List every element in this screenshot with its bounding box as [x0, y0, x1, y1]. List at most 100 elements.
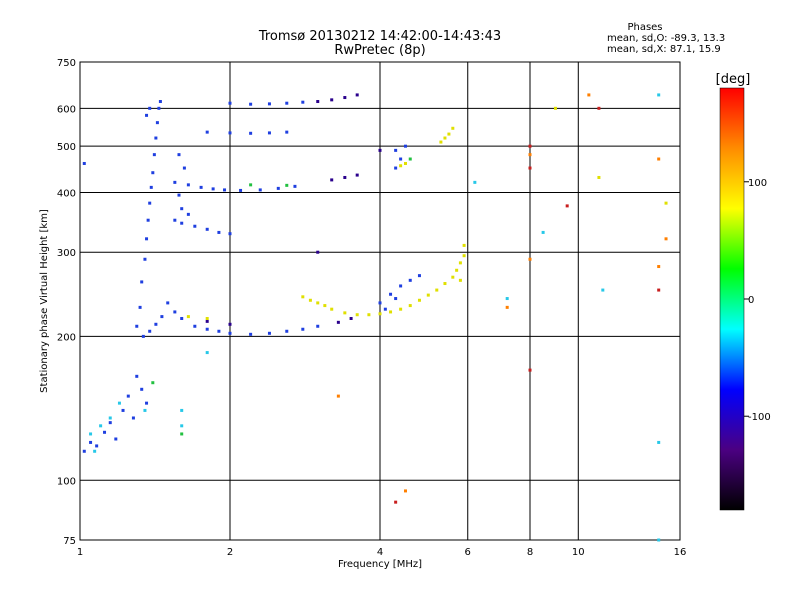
- data-point: [249, 102, 253, 106]
- x-axis-label: Frequency [MHz]: [338, 559, 422, 570]
- data-point: [95, 444, 99, 448]
- data-point: [173, 180, 177, 184]
- data-point: [199, 185, 203, 189]
- data-point: [541, 230, 545, 234]
- data-point: [160, 315, 164, 319]
- data-point: [657, 288, 661, 292]
- colorbar-label: [deg]: [716, 72, 751, 87]
- data-point: [186, 212, 190, 216]
- data-point: [473, 180, 477, 184]
- data-point: [528, 257, 532, 261]
- data-point: [193, 324, 197, 328]
- data-point: [301, 100, 305, 104]
- data-point: [157, 106, 161, 110]
- data-point: [330, 98, 334, 102]
- data-point: [146, 218, 150, 222]
- data-point: [601, 288, 605, 292]
- data-point: [447, 132, 451, 136]
- data-point: [249, 332, 253, 336]
- data-point: [399, 164, 403, 168]
- data-point: [301, 327, 305, 331]
- data-point: [223, 188, 227, 192]
- data-point: [114, 437, 118, 441]
- data-point: [155, 121, 159, 125]
- data-point: [180, 221, 184, 225]
- data-point: [435, 288, 439, 292]
- data-point: [148, 106, 152, 110]
- data-point: [205, 316, 209, 320]
- data-point: [394, 166, 398, 170]
- data-point: [657, 157, 661, 161]
- data-point: [657, 93, 661, 97]
- data-point: [383, 307, 387, 311]
- data-point: [439, 140, 443, 144]
- data-point: [505, 305, 509, 309]
- data-point: [336, 394, 340, 398]
- data-point: [399, 307, 403, 311]
- data-point: [228, 232, 232, 236]
- data-point: [408, 304, 412, 308]
- data-point: [228, 131, 232, 135]
- x-tick-label: 10: [572, 547, 585, 558]
- x-tick-label: 2: [227, 547, 233, 558]
- data-point: [293, 184, 297, 188]
- data-point: [316, 324, 320, 328]
- data-point: [158, 100, 162, 104]
- data-point: [267, 131, 271, 135]
- data-point: [135, 324, 139, 328]
- data-point: [205, 130, 209, 134]
- data-point: [173, 310, 177, 314]
- data-point: [458, 261, 462, 265]
- data-point: [180, 424, 184, 428]
- data-point: [285, 130, 289, 134]
- colorbar-ticks: 100 0 -100: [744, 178, 771, 423]
- data-point: [82, 449, 86, 453]
- data-point: [117, 401, 121, 405]
- data-point: [140, 387, 144, 391]
- data-point: [349, 316, 353, 320]
- data-point: [258, 188, 262, 192]
- x-tick-label: 8: [527, 547, 533, 558]
- data-point: [343, 175, 347, 179]
- data-point: [177, 193, 181, 197]
- data-point: [93, 449, 97, 453]
- phase-stats-o: mean, sd,O: -89.3, 13.3: [607, 33, 725, 44]
- data-point: [143, 408, 147, 412]
- data-point: [394, 500, 398, 504]
- data-point: [378, 148, 382, 152]
- data-point: [355, 173, 359, 177]
- data-point: [316, 100, 320, 104]
- data-point: [343, 96, 347, 100]
- colorbar-tick-label: 100: [748, 178, 767, 189]
- data-point: [193, 224, 197, 228]
- data-point: [103, 430, 107, 434]
- data-point: [657, 265, 661, 269]
- data-point: [82, 161, 86, 165]
- data-point: [108, 416, 112, 420]
- data-point: [151, 381, 155, 385]
- data-point: [565, 204, 569, 208]
- data-point: [316, 301, 320, 305]
- data-point: [394, 297, 398, 301]
- data-point: [126, 394, 130, 398]
- axis-ticks: 1 2 4 6 8 10 16 75 100 200 300 400 500 600 750: [57, 58, 686, 558]
- data-point: [145, 237, 149, 241]
- data-point: [664, 237, 668, 241]
- data-point: [151, 171, 155, 175]
- data-point: [99, 424, 103, 428]
- data-point: [138, 305, 142, 309]
- data-point: [154, 136, 158, 140]
- data-point: [145, 401, 149, 405]
- data-point: [166, 301, 170, 305]
- data-point: [528, 144, 532, 148]
- data-point: [389, 292, 393, 296]
- data-point: [228, 322, 232, 326]
- data-point: [367, 313, 371, 317]
- data-point: [148, 329, 152, 333]
- data-point: [657, 538, 661, 542]
- data-point: [308, 298, 312, 302]
- data-point: [343, 311, 347, 315]
- data-point: [89, 440, 93, 444]
- data-point: [205, 327, 209, 331]
- chart-subtitle: RwPretec (8p): [334, 43, 425, 58]
